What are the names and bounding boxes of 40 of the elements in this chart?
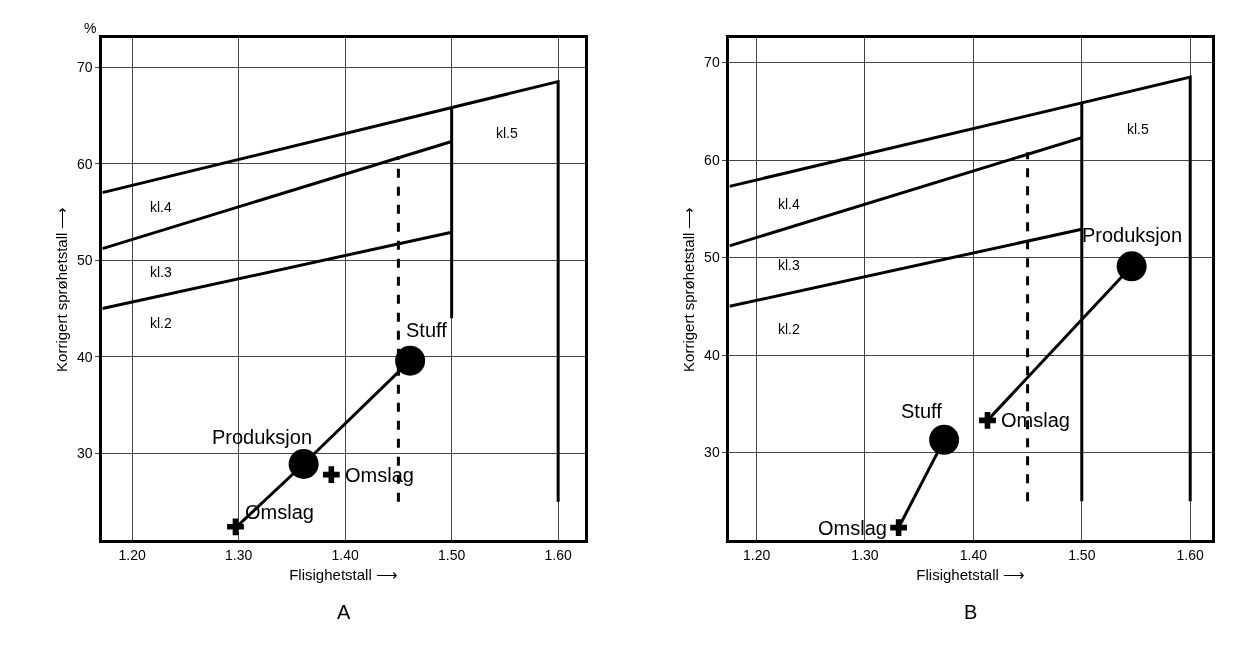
y-tick-label: 50: [76, 252, 93, 269]
text: B: [964, 601, 978, 623]
x-tick-label: 1.60: [1176, 547, 1205, 564]
annotation: kl.3: [150, 264, 172, 280]
annotation: Produksjon: [1082, 224, 1183, 246]
annotation: kl.3: [778, 257, 800, 273]
x-axis-title: Flisighetstall ⟶: [289, 566, 398, 584]
text: %: [84, 20, 97, 36]
y-tick-label: 30: [704, 444, 720, 461]
x-tick-label: 1.40: [331, 547, 359, 564]
y-axis-title: Korrigert sprøhetstall ⟶: [53, 206, 71, 372]
y-tick-label: 60: [76, 155, 93, 172]
annotation: kl.4: [150, 199, 172, 215]
annotation: kl.2: [778, 321, 800, 337]
y-tick-label: 50: [704, 249, 720, 266]
annotation: Stuff: [901, 400, 943, 422]
x-tick-label: 1.40: [959, 547, 988, 564]
annotation: kl.2: [150, 315, 172, 331]
x-tick-label: 1.30: [851, 547, 879, 564]
y-tick-label: 40: [704, 346, 720, 363]
text: A: [337, 601, 351, 623]
x-tick-label: 1.30: [225, 547, 253, 564]
y-tick-label: 70: [704, 54, 720, 71]
x-tick-label: 1.50: [438, 547, 466, 564]
y-tick-label: 30: [76, 445, 93, 462]
annotation: Omslag: [1001, 409, 1070, 431]
x-tick-label: 1.60: [544, 547, 572, 564]
y-axis-title: Korrigert sprøhetstall ⟶: [680, 206, 698, 372]
x-tick-label: 1.20: [742, 547, 771, 564]
annotation: kl.4: [778, 196, 800, 212]
annotation: Omslag: [345, 464, 414, 486]
y-tick-label: 40: [76, 348, 93, 365]
annotation: Stuff: [406, 319, 448, 341]
x-tick-label: 1.50: [1068, 547, 1096, 564]
x-axis-title: Flisighetstall ⟶: [916, 566, 1026, 584]
x-tick-label: 1.20: [118, 547, 147, 564]
annotation: kl.5: [1127, 121, 1149, 137]
annotation: kl.5: [496, 125, 518, 141]
y-tick-label: 70: [76, 59, 93, 76]
y-tick-label: 60: [704, 151, 720, 168]
